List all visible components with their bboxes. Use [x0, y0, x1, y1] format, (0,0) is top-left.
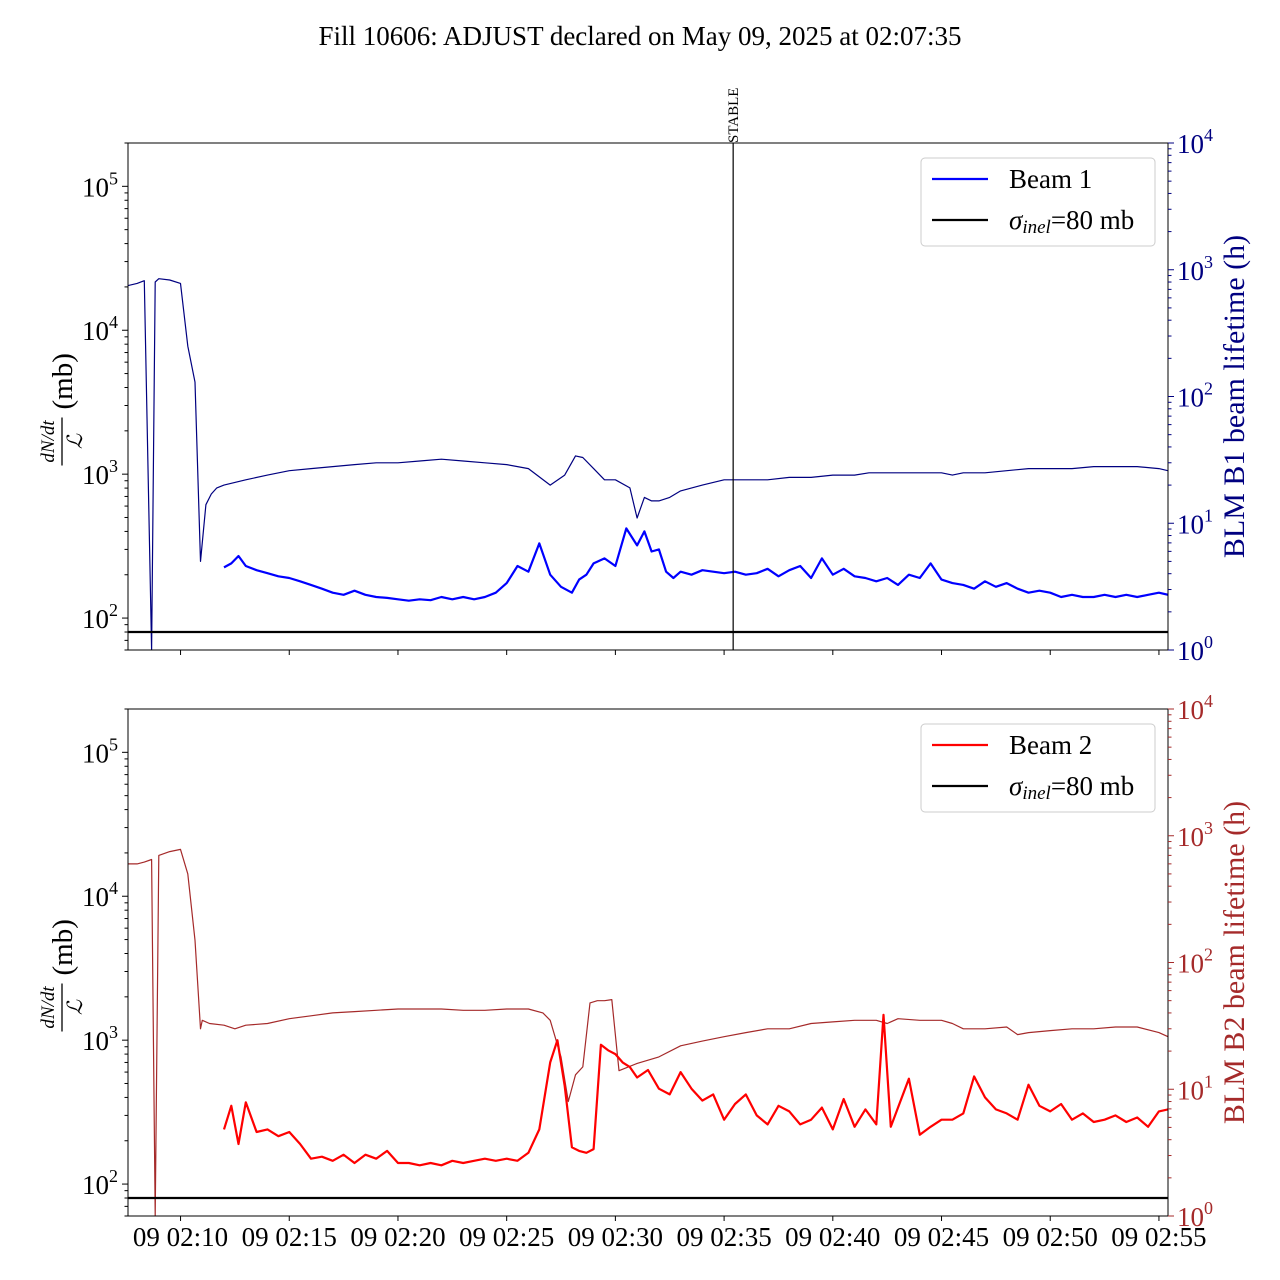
right-tick-label: 102: [1177, 379, 1213, 413]
right-tick-label: 101: [1177, 505, 1213, 539]
left-tick-label: 105: [82, 168, 118, 202]
left-axis-label: dN/dt ℒ (mb): [38, 919, 87, 1032]
legend: Beam 2 σinel=80 mb: [920, 723, 1156, 813]
left-tick-label: 105: [82, 734, 118, 768]
x-tick-label: 09 02:35: [676, 1222, 771, 1252]
right-axis-label: BLM B2 beam lifetime (h): [1218, 801, 1251, 1124]
left-axis-label-unit: (mb): [47, 353, 79, 409]
x-tick-label: 09 02:40: [785, 1222, 880, 1252]
lifetime-series-line: [128, 848, 1168, 1216]
left-axis-label-denominator: ℒ: [63, 433, 87, 449]
right-tick-label: 104: [1177, 691, 1213, 725]
dndt-series-line: [222, 1013, 1168, 1167]
left-axis-label: dN/dt ℒ (mb): [38, 353, 87, 466]
left-tick-label: 103: [82, 456, 118, 490]
panel-beam1: STABLE 102 103 104 105 100 101 102 103 104 dN/dt ℒ (…: [38, 88, 1251, 666]
right-tick-label: 103: [1177, 252, 1213, 286]
left-axis-label-numerator: dN/dt: [38, 420, 59, 463]
right-tick-label: 100: [1177, 1198, 1213, 1232]
left-axis-label-denominator: ℒ: [63, 999, 87, 1015]
right-axis-label: BLM B1 beam lifetime (h): [1218, 235, 1251, 558]
panel-beam2: 102 103 104 105 100 101 102 103 104 09 02:10 09 02…: [38, 691, 1251, 1252]
x-tick-label: 09 02:20: [350, 1222, 445, 1252]
right-tick-label: 100: [1177, 632, 1213, 666]
left-axis-label-unit: (mb): [47, 919, 79, 975]
x-tick-label: 09 02:15: [242, 1222, 337, 1252]
legend-label-beam: Beam 2: [1009, 730, 1092, 760]
dndt-series-line: [223, 527, 1168, 602]
legend-label-beam: Beam 1: [1009, 164, 1092, 194]
right-tick-label: 104: [1177, 125, 1213, 159]
lifetime-series-line: [128, 278, 1168, 650]
left-tick-label: 103: [82, 1022, 118, 1056]
stable-marker-label: STABLE: [726, 88, 742, 143]
x-tick-label: 09 02:25: [459, 1222, 554, 1252]
legend: Beam 1 σinel=80 mb: [920, 157, 1156, 247]
left-tick-label: 102: [82, 1166, 118, 1200]
x-tick-label: 09 02:10: [133, 1222, 228, 1252]
x-tick-label: 09 02:50: [1003, 1222, 1098, 1252]
right-tick-label: 102: [1177, 945, 1213, 979]
x-tick-label: 09 02:55: [1111, 1222, 1206, 1252]
right-tick-label: 101: [1177, 1071, 1213, 1105]
legend-label-reference: σinel=80 mb: [1009, 771, 1134, 804]
figure-title: Fill 10606: ADJUST declared on May 09, 2…: [319, 21, 962, 51]
legend-label-reference: σinel=80 mb: [1009, 205, 1134, 238]
left-axis-label-numerator: dN/dt: [38, 986, 59, 1029]
right-tick-label: 103: [1177, 818, 1213, 852]
left-tick-label: 104: [82, 878, 118, 912]
x-tick-label: 09 02:30: [568, 1222, 663, 1252]
x-tick-label: 09 02:45: [894, 1222, 989, 1252]
left-tick-label: 102: [82, 600, 118, 634]
left-tick-label: 104: [82, 312, 118, 346]
